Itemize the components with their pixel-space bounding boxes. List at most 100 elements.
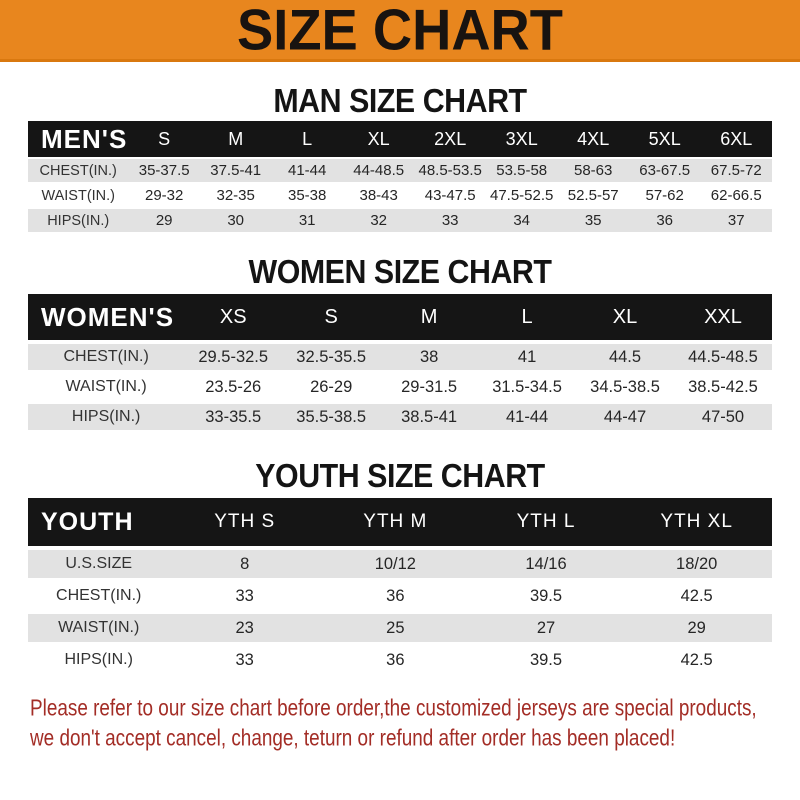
size-column-header: 2XL <box>414 121 486 157</box>
size-column-header: XL <box>342 121 415 157</box>
size-table-header-row: MEN'S S M L XL 2XL 3XL 4XL 5XL 6XL <box>28 121 772 157</box>
size-value-cell: 35-38 <box>271 184 343 207</box>
size-value-cell: 47-50 <box>674 404 772 430</box>
size-table-row: CHEST(IN.) 35-37.5 37.5-41 41-44 44-48.5 48.5… <box>28 159 772 182</box>
size-column-header: XXL <box>674 294 772 340</box>
size-value-cell: 44.5-48.5 <box>674 344 772 370</box>
size-value-cell: 41 <box>478 344 577 370</box>
size-value-cell: 32-35 <box>199 184 272 207</box>
size-column-header: YTH XL <box>621 498 772 546</box>
size-value-cell: 32 <box>342 209 415 232</box>
row-label: WAIST(IN.) <box>28 614 170 642</box>
row-label: HIPS(IN.) <box>28 209 129 232</box>
women-size-table: WOMEN'S XS S M L XL XXL CHEST(IN.) 29.5-32.5 32.5… <box>28 290 772 434</box>
size-column-header: M <box>380 294 479 340</box>
table-corner-label: MEN'S <box>28 121 129 157</box>
size-value-cell: 37 <box>700 209 772 232</box>
size-value-cell: 42.5 <box>621 646 772 674</box>
section-men: MAN SIZE CHART MEN'S S M L XL 2XL 3XL 4XL 5XL 6XL… <box>0 83 800 234</box>
size-value-cell: 33 <box>169 582 321 610</box>
notice-line-1: Please refer to our size chart before or… <box>30 694 757 721</box>
size-value-cell: 33 <box>169 646 321 674</box>
size-table-row: HIPS(IN.) 33 36 39.5 42.5 <box>28 646 772 674</box>
size-value-cell: 41-44 <box>478 404 577 430</box>
size-column-header: YTH S <box>169 498 321 546</box>
size-value-cell: 35-37.5 <box>128 159 200 182</box>
size-value-cell: 53.5-58 <box>485 159 558 182</box>
size-column-header: 5XL <box>628 121 701 157</box>
row-label: CHEST(IN.) <box>28 344 185 370</box>
size-value-cell: 23 <box>169 614 321 642</box>
size-value-cell: 37.5-41 <box>199 159 272 182</box>
size-value-cell: 44.5 <box>576 344 674 370</box>
size-value-cell: 43-47.5 <box>414 184 486 207</box>
size-table-row: HIPS(IN.) 33-35.5 35.5-38.5 38.5-41 41-44 44-… <box>28 404 772 430</box>
size-value-cell: 31.5-34.5 <box>478 374 577 400</box>
banner: SIZE CHART <box>0 0 800 62</box>
row-label: CHEST(IN.) <box>28 159 129 182</box>
size-value-cell: 33 <box>414 209 486 232</box>
size-column-header: L <box>271 121 343 157</box>
size-value-cell: 26-29 <box>282 374 381 400</box>
size-table-row: WAIST(IN.) 23 25 27 29 <box>28 614 772 642</box>
section-women: WOMEN SIZE CHART WOMEN'S XS S M L XL XXL CHEST(… <box>0 254 800 434</box>
size-column-header: S <box>282 294 381 340</box>
size-value-cell: 63-67.5 <box>628 159 701 182</box>
size-column-header: L <box>478 294 577 340</box>
size-value-cell: 39.5 <box>470 582 622 610</box>
notice-line-2: we don't accept cancel, change, teturn o… <box>30 724 676 751</box>
size-table-header-row: WOMEN'S XS S M L XL XXL <box>28 294 772 340</box>
size-column-header: XS <box>184 294 283 340</box>
size-value-cell: 52.5-57 <box>557 184 629 207</box>
size-column-header: YTH M <box>320 498 471 546</box>
size-table-row: U.S.SIZE 8 10/12 14/16 18/20 <box>28 550 772 578</box>
size-value-cell: 29 <box>128 209 200 232</box>
section-youth: YOUTH SIZE CHART YOUTH YTH S YTH M YTH L YTH… <box>0 458 800 678</box>
size-table-row: HIPS(IN.) 29 30 31 32 33 34 35 36 37 <box>28 209 772 232</box>
men-size-table: MEN'S S M L XL 2XL 3XL 4XL 5XL 6XL CHEST(IN.) 35-37… <box>28 119 772 234</box>
row-label: HIPS(IN.) <box>28 404 185 430</box>
size-value-cell: 38-43 <box>342 184 415 207</box>
size-value-cell: 38.5-42.5 <box>674 374 772 400</box>
size-value-cell: 58-63 <box>557 159 629 182</box>
size-value-cell: 27 <box>470 614 622 642</box>
youth-section-heading: YOUTH SIZE CHART <box>255 457 545 494</box>
size-value-cell: 34.5-38.5 <box>576 374 674 400</box>
size-value-cell: 35.5-38.5 <box>282 404 381 430</box>
men-section-heading: MAN SIZE CHART <box>273 82 527 119</box>
table-corner-label: WOMEN'S <box>28 294 185 340</box>
row-label: CHEST(IN.) <box>28 582 170 610</box>
size-value-cell: 30 <box>199 209 272 232</box>
size-value-cell: 25 <box>320 614 471 642</box>
size-value-cell: 14/16 <box>470 550 622 578</box>
youth-size-table: YOUTH YTH S YTH M YTH L YTH XL U.S.SIZE 8 10/12… <box>28 494 772 678</box>
size-value-cell: 44-47 <box>576 404 674 430</box>
size-value-cell: 32.5-35.5 <box>282 344 381 370</box>
size-value-cell: 38.5-41 <box>380 404 479 430</box>
size-value-cell: 36 <box>320 646 471 674</box>
size-value-cell: 62-66.5 <box>700 184 772 207</box>
size-table-row: WAIST(IN.) 29-32 32-35 35-38 38-43 43-47.5 47.… <box>28 184 772 207</box>
size-column-header: M <box>199 121 272 157</box>
page-title: SIZE CHART <box>237 0 563 62</box>
size-table-header-row: YOUTH YTH S YTH M YTH L YTH XL <box>28 498 772 546</box>
size-value-cell: 34 <box>485 209 558 232</box>
size-value-cell: 23.5-26 <box>184 374 283 400</box>
size-column-header: 4XL <box>557 121 629 157</box>
size-value-cell: 8 <box>169 550 321 578</box>
size-value-cell: 67.5-72 <box>700 159 772 182</box>
size-value-cell: 39.5 <box>470 646 622 674</box>
size-value-cell: 29 <box>621 614 772 642</box>
size-value-cell: 10/12 <box>320 550 471 578</box>
size-value-cell: 31 <box>271 209 343 232</box>
size-column-header: 6XL <box>700 121 772 157</box>
size-value-cell: 29-32 <box>128 184 200 207</box>
size-value-cell: 47.5-52.5 <box>485 184 558 207</box>
size-value-cell: 29-31.5 <box>380 374 479 400</box>
row-label: U.S.SIZE <box>28 550 170 578</box>
row-label: WAIST(IN.) <box>28 374 185 400</box>
size-value-cell: 38 <box>380 344 479 370</box>
size-table-row: CHEST(IN.) 33 36 39.5 42.5 <box>28 582 772 610</box>
footer-notice: Please refer to our size chart before or… <box>0 693 800 753</box>
